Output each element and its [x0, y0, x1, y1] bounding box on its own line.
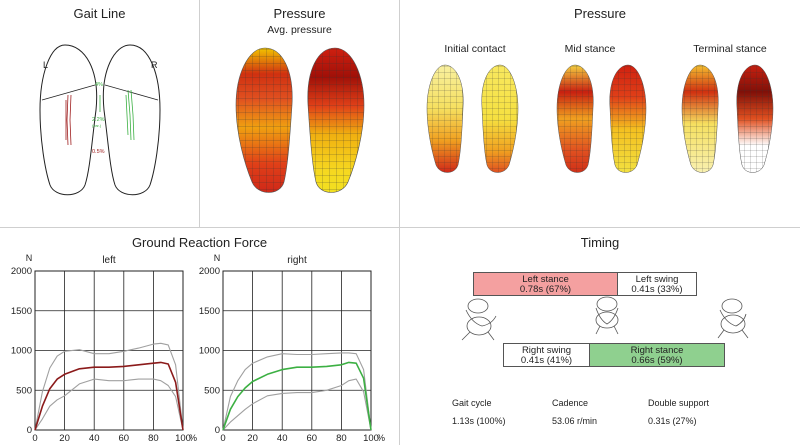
- gait-line-figure: L R 4% 2.2% (var.) 0.5%: [39, 44, 161, 196]
- right-stance-value: 0.66s (59%): [631, 355, 683, 366]
- right-ytick-1: 500: [204, 385, 220, 396]
- right-upper-line: [222, 352, 372, 431]
- right-ylabel: N: [214, 253, 221, 263]
- phase-terminal-stance-label: Terminal stance: [693, 43, 767, 55]
- left-xlabel: %: [189, 433, 197, 443]
- right-label: R: [151, 60, 158, 70]
- grf-panel: Ground Reaction Force 0 20 40 60 80 100 0 500 10…: [0, 228, 400, 445]
- stat-cadence-label: Cadence: [552, 398, 589, 408]
- right-stance-bar: Right stance 0.66s (59%): [589, 343, 725, 367]
- anno-bottom: 0.5%: [92, 149, 105, 155]
- right-subplot-title: right: [287, 255, 307, 266]
- left-gait-line: [65, 94, 72, 146]
- left-xtick-2: 40: [89, 433, 100, 444]
- right-xtick-4: 80: [336, 433, 347, 444]
- right-xtick-1: 20: [247, 433, 258, 444]
- anno-mid: 2.2%: [92, 117, 105, 123]
- left-ytick-4: 2000: [11, 266, 32, 277]
- gait-line-panel: Gait Line L R 4% 2.2% (var.) 0.5%: [0, 0, 200, 228]
- avg-pressure-panel: Pressure Avg. pressure: [200, 0, 400, 228]
- left-label: L: [43, 60, 48, 70]
- left-foot-outline: [39, 44, 98, 196]
- walking-figures: [461, 296, 749, 341]
- avg-pressure-title: Pressure: [273, 6, 326, 21]
- terminal-stance-feet: [681, 64, 774, 173]
- stat-cadence: Cadence 53.06 r/min: [552, 394, 597, 430]
- left-stance-value: 0.78s (67%): [519, 284, 572, 295]
- right-ytick-2: 1000: [199, 346, 220, 357]
- stat-gait-cycle-value: 1.13s (100%): [452, 416, 506, 426]
- phase-pressure-title: Pressure: [573, 6, 627, 21]
- anno-mid-sub: (var.): [92, 123, 102, 128]
- right-foot-outline: [102, 44, 161, 196]
- stat-gait-cycle: Gait cycle 1.13s (100%): [452, 394, 506, 430]
- walker-figure-3: [717, 298, 749, 339]
- right-swing-bar: Right swing 0.41s (41%): [503, 343, 590, 367]
- initial-contact-feet: [426, 64, 519, 173]
- right-mean-line: [222, 361, 372, 431]
- grf-title: Ground Reaction Force: [131, 235, 268, 250]
- right-stance-label: Right stance: [630, 345, 684, 356]
- stat-gait-cycle-label: Gait cycle: [452, 398, 492, 408]
- left-plot-frame: [34, 270, 184, 431]
- right-xtick-2: 40: [277, 433, 288, 444]
- right-swing-label: Right swing: [521, 345, 572, 356]
- left-xtick-4: 80: [148, 433, 159, 444]
- left-xtick-5: 100: [175, 433, 191, 444]
- walker-figure-1: [461, 298, 497, 341]
- stat-double-support-label: Double support: [648, 398, 710, 408]
- gait-line-title: Gait Line: [73, 6, 126, 21]
- stat-double-support-value: 0.31s (27%): [648, 416, 697, 426]
- left-stance-label: Left stance: [522, 274, 569, 285]
- right-xtick-5: 100: [363, 433, 379, 444]
- left-ytick-3: 1500: [11, 306, 32, 317]
- left-lower-line: [34, 378, 184, 431]
- left-swing-label: Left swing: [635, 274, 679, 285]
- right-xtick-3: 60: [307, 433, 318, 444]
- avg-pressure-heatmap: [235, 47, 365, 193]
- left-ytick-2: 1000: [11, 346, 32, 357]
- right-lower-line: [222, 378, 372, 431]
- avg-pressure-subtitle: Avg. pressure: [267, 24, 332, 36]
- left-ytick-0: 0: [27, 425, 32, 436]
- left-ylabel: N: [26, 253, 33, 263]
- right-xtick-0: 0: [220, 433, 225, 444]
- left-stance-bar: Left stance 0.78s (67%): [473, 272, 618, 296]
- left-xtick-1: 20: [59, 433, 70, 444]
- left-xtick-0: 0: [32, 433, 37, 444]
- timing-title: Timing: [580, 235, 620, 250]
- left-swing-bar: Left swing 0.41s (33%): [617, 272, 697, 296]
- right-gait-line: [125, 89, 135, 141]
- left-foot-axis: [41, 84, 96, 101]
- stat-cadence-value: 53.06 r/min: [552, 416, 598, 426]
- timing-panel: Timing Left stance 0.78s (67%) Left swin…: [400, 228, 800, 445]
- left-ytick-1: 500: [16, 385, 32, 396]
- stat-double-support: Double support 0.31s (27%): [648, 394, 709, 430]
- phase-mid-stance-label: Mid stance: [564, 43, 616, 55]
- left-swing-value: 0.41s (33%): [631, 284, 683, 295]
- left-upper-line: [34, 342, 184, 431]
- left-mean-line: [34, 361, 184, 431]
- right-ytick-0: 0: [215, 425, 220, 436]
- right-swing-value: 0.41s (41%): [520, 355, 573, 366]
- phase-pressure-panel: Pressure Initial contact Mid stance Term…: [400, 0, 800, 228]
- left-xtick-3: 60: [119, 433, 130, 444]
- mid-stance-feet: [556, 64, 647, 173]
- phase-pressure-heatmaps: [426, 64, 774, 173]
- right-ytick-4: 2000: [199, 266, 220, 277]
- right-plot-frame: [222, 270, 372, 431]
- anno-top: 4%: [95, 82, 103, 88]
- phase-initial-contact-label: Initial contact: [444, 43, 506, 55]
- left-subplot-title: left: [102, 255, 116, 266]
- right-xlabel: %: [377, 433, 385, 443]
- right-ytick-3: 1500: [199, 306, 220, 317]
- walker-figure-2: [595, 296, 619, 335]
